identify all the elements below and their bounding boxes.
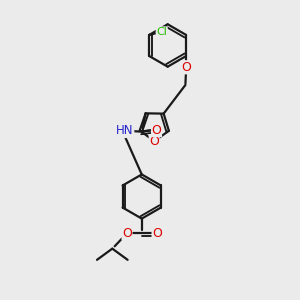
Text: O: O [122, 227, 132, 240]
Text: HN: HN [116, 124, 134, 137]
Text: Cl: Cl [156, 27, 167, 37]
Text: O: O [152, 124, 161, 136]
Text: O: O [181, 61, 191, 74]
Text: O: O [152, 227, 162, 240]
Text: O: O [149, 135, 159, 148]
